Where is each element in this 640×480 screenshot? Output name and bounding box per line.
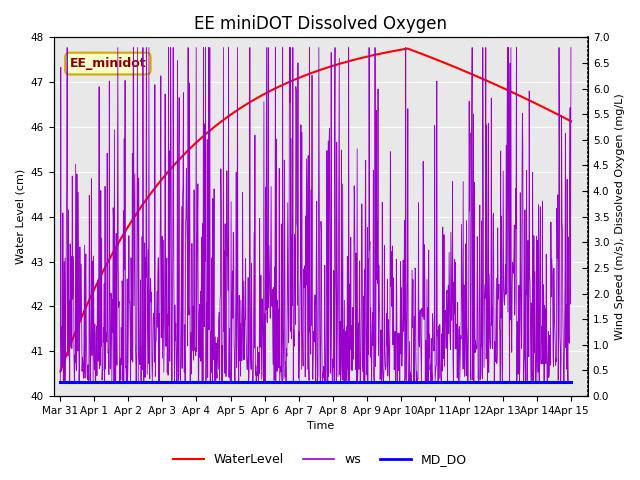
Title: EE miniDOT Dissolved Oxygen: EE miniDOT Dissolved Oxygen xyxy=(195,15,447,33)
Y-axis label: Wind Speed (m/s), Dissolved Oxygen (mg/L): Wind Speed (m/s), Dissolved Oxygen (mg/L… xyxy=(615,93,625,340)
Legend: WaterLevel, ws, MD_DO: WaterLevel, ws, MD_DO xyxy=(168,448,472,471)
Y-axis label: Water Level (cm): Water Level (cm) xyxy=(15,169,25,264)
Text: EE_minidot: EE_minidot xyxy=(70,57,146,70)
X-axis label: Time: Time xyxy=(307,421,334,432)
